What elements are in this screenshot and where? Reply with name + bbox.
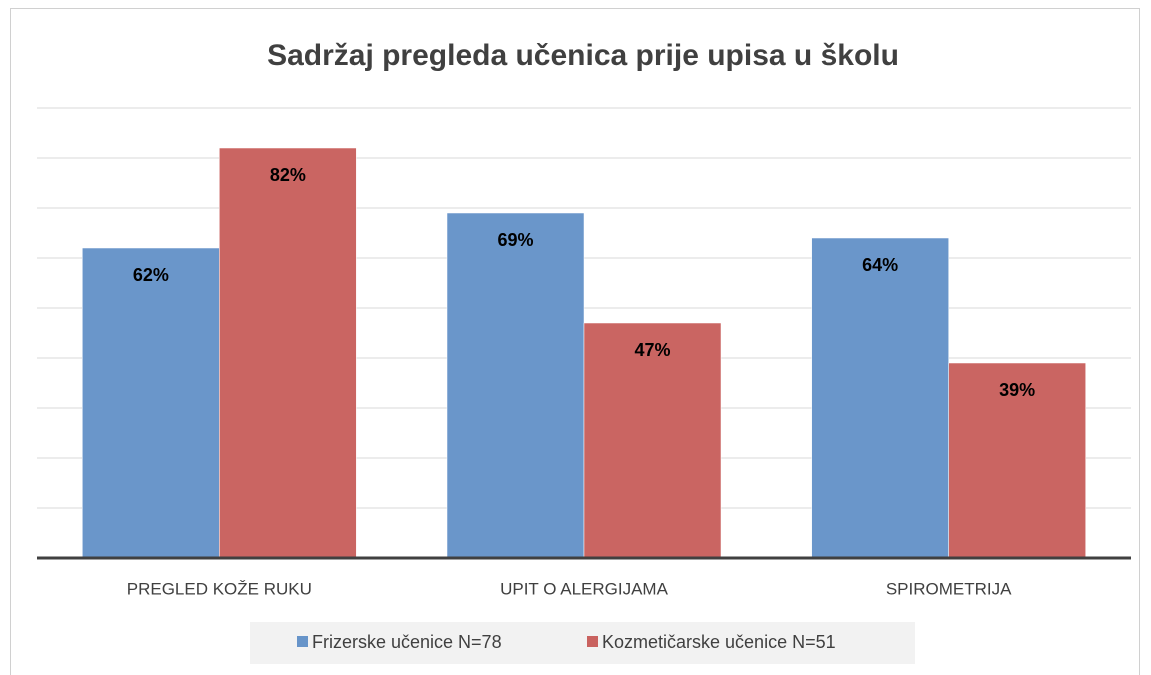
legend-swatch [587, 636, 598, 647]
chart-title: Sadržaj pregleda učenica prije upisa u š… [267, 39, 899, 72]
value-label: 39% [999, 380, 1035, 400]
x-tick-label: SPIROMETRIJA [886, 579, 1012, 598]
bar [219, 147, 357, 559]
bar [446, 212, 585, 559]
x-tick-label: PREGLED KOŽE RUKU [127, 579, 312, 598]
value-label: 82% [270, 165, 306, 185]
bar [811, 237, 949, 559]
value-label: 62% [133, 265, 169, 285]
x-tick-label: UPIT O ALERGIJAMA [500, 579, 669, 598]
value-label: 64% [862, 255, 898, 275]
legend-swatch [297, 636, 308, 647]
value-label: 47% [634, 340, 670, 360]
bar [583, 322, 722, 559]
legend-box [250, 622, 915, 664]
value-label: 69% [497, 230, 533, 250]
legend-label: Frizerske učenice N=78 [312, 632, 502, 652]
legend-label: Kozmetičarske učenice N=51 [602, 632, 836, 652]
bar [82, 247, 220, 559]
